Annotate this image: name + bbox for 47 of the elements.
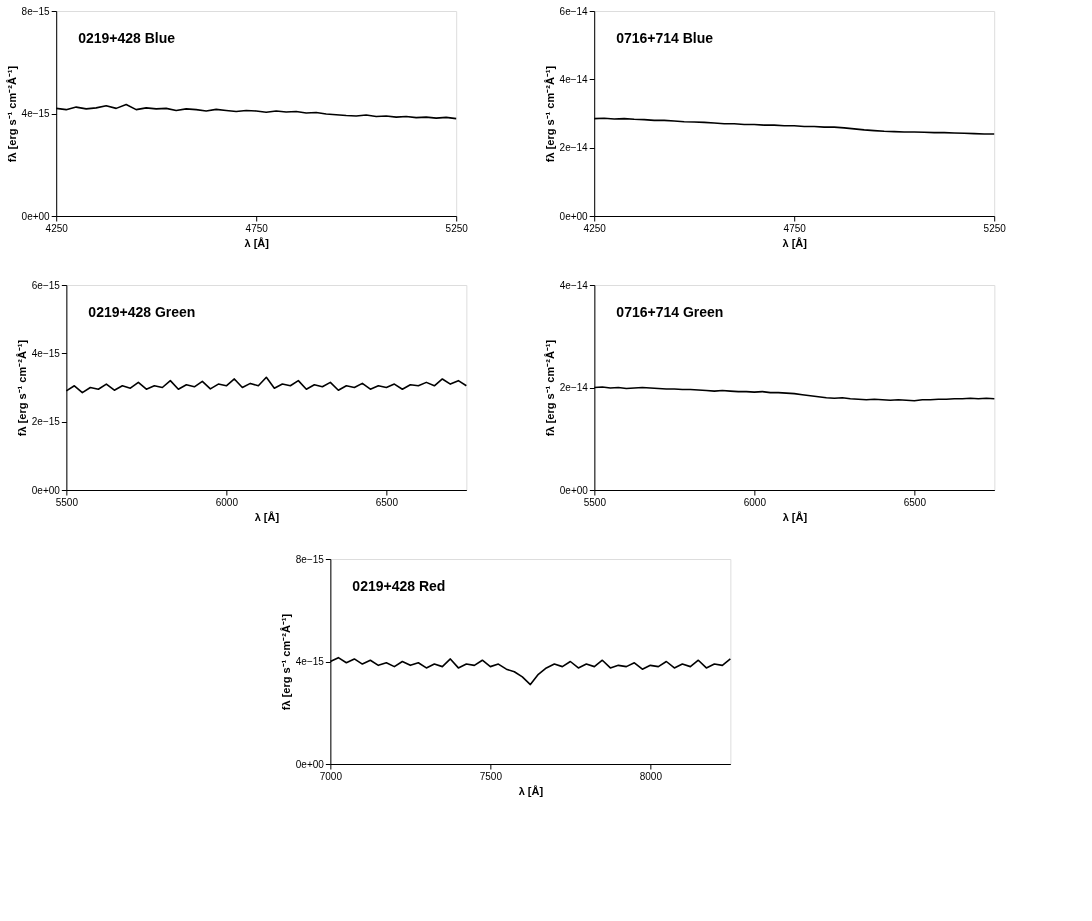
x-tick-label: 8000	[639, 770, 663, 782]
y-tick-label: 2e−14	[559, 382, 589, 393]
x-tick-label: 4250	[583, 222, 607, 234]
x-tick-label: 6000	[215, 496, 239, 508]
y-tick-label: 2e−15	[31, 416, 61, 428]
x-tick-label: 5500	[583, 496, 607, 508]
y-tick-label: 4e−14	[559, 73, 589, 85]
y-tick-label: 4e−15	[31, 347, 61, 359]
x-tick-label: 6500	[375, 496, 399, 508]
x-axis-title: λ [Å]	[244, 236, 270, 249]
x-tick-label: 4750	[245, 222, 269, 234]
x-axis-title: λ [Å]	[782, 236, 808, 249]
y-tick-label: 6e−15	[31, 279, 61, 291]
text: 0716+714 Blue	[616, 30, 714, 46]
x-tick-label: 7500	[479, 770, 503, 782]
y-tick-label: 0e+00	[31, 484, 61, 496]
text: 0219+428 Green	[88, 304, 196, 320]
y-tick-label: 2e−14	[559, 142, 589, 154]
y-axis-title: fλ [erg s⁻¹ cm⁻²Å⁻¹]	[5, 65, 18, 163]
x-tick-label: 7000	[319, 770, 343, 782]
text: 0219+428 Blue	[78, 30, 176, 46]
x-tick-label: 6000	[743, 496, 767, 508]
y-tick-label: 0e+00	[295, 758, 325, 770]
y-axis-title: fλ [erg s⁻¹ cm⁻²Å⁻¹]	[15, 339, 28, 437]
text: 0219+428 Red	[352, 578, 446, 594]
y-tick-label: 6e−14	[559, 5, 589, 17]
x-tick-label: 5250	[445, 222, 469, 234]
x-tick-label: 5250	[983, 222, 1007, 234]
x-tick-label: 6500	[903, 496, 927, 508]
x-axis-title: λ [Å]	[254, 510, 280, 523]
x-tick-label: 4250	[45, 222, 69, 234]
y-tick-label: 0e+00	[21, 210, 51, 222]
y-tick-label: 4e−15	[295, 656, 325, 667]
y-tick-label: 0e+00	[559, 210, 589, 222]
y-tick-label: 8e−15	[295, 553, 325, 565]
y-tick-label: 0e+00	[559, 484, 589, 496]
y-tick-label: 4e−14	[559, 279, 589, 291]
x-axis-title: λ [Å]	[782, 510, 808, 523]
y-tick-label: 8e−15	[21, 5, 51, 17]
x-tick-label: 5500	[55, 496, 79, 508]
y-axis-title: fλ [erg s⁻¹ cm⁻²Å⁻¹]	[543, 65, 556, 163]
x-axis-title: λ [Å]	[518, 784, 544, 797]
text: 0716+714 Green	[616, 304, 724, 320]
y-tick-label: 4e−15	[21, 108, 51, 119]
y-axis-title: fλ [erg s⁻¹ cm⁻²Å⁻¹]	[279, 613, 292, 711]
x-tick-label: 4750	[783, 222, 807, 234]
y-axis-title: fλ [erg s⁻¹ cm⁻²Å⁻¹]	[543, 339, 556, 437]
